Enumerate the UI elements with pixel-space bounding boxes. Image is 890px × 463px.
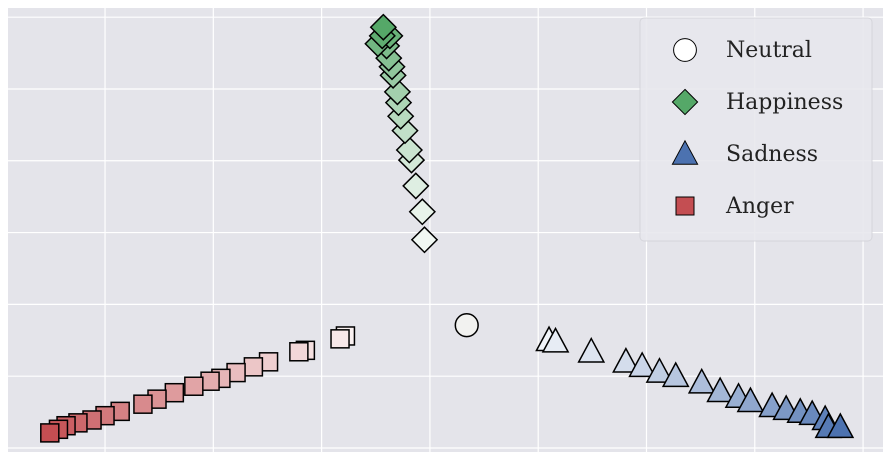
marker (628, 351, 657, 378)
marker (408, 198, 436, 226)
marker (454, 313, 479, 338)
marker (577, 336, 606, 363)
legend-label: Sadness (726, 142, 818, 167)
marker (671, 88, 699, 116)
legend-item: Happiness (671, 88, 843, 116)
marker (671, 139, 699, 165)
marker (40, 423, 60, 443)
marker (673, 38, 697, 62)
legend-item: Anger (675, 194, 794, 219)
marker (612, 347, 640, 373)
marker (410, 226, 439, 254)
marker (675, 196, 695, 216)
legend-label: Happiness (726, 90, 843, 115)
marker (369, 13, 398, 41)
marker (661, 361, 690, 388)
legend-item: Neutral (673, 38, 812, 63)
marker (184, 376, 204, 396)
legend-label: Anger (725, 194, 794, 219)
marker (395, 136, 423, 164)
marker (289, 342, 309, 362)
marker (706, 376, 734, 403)
legend-box (639, 17, 873, 242)
legend-item: Sadness (671, 139, 818, 167)
marker (826, 412, 855, 439)
marker (687, 367, 716, 394)
marker (200, 371, 220, 391)
marker (402, 172, 430, 200)
marker (164, 382, 185, 403)
marker (736, 386, 765, 413)
legend-label: Neutral (726, 38, 812, 63)
marker (387, 102, 415, 130)
marker (330, 329, 350, 349)
marker (541, 326, 570, 353)
marker (645, 357, 674, 383)
marker (243, 357, 264, 377)
marker (133, 394, 153, 414)
